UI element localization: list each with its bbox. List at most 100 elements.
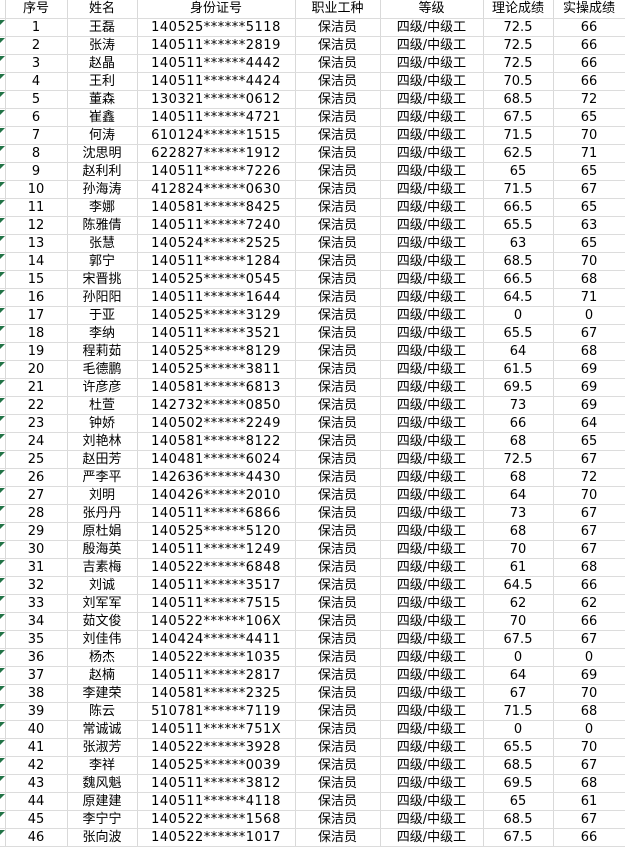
cell-level[interactable]: 四级/中级工 bbox=[380, 684, 484, 703]
cell-theory-score[interactable]: 68.5 bbox=[483, 756, 554, 775]
cell-name[interactable]: 李宁宁 bbox=[67, 810, 138, 829]
cell-level[interactable]: 四级/中级工 bbox=[380, 828, 484, 847]
cell-seq[interactable]: 13 bbox=[5, 234, 68, 253]
cell-theory-score[interactable]: 65.5 bbox=[483, 324, 554, 343]
cell-name[interactable]: 李建荣 bbox=[67, 684, 138, 703]
cell-practical-score[interactable]: 69 bbox=[553, 396, 625, 415]
cell-level[interactable]: 四级/中级工 bbox=[380, 432, 484, 451]
cell-seq[interactable]: 11 bbox=[5, 198, 68, 217]
row-edge-cell[interactable] bbox=[0, 738, 6, 757]
cell-id-number[interactable]: 622827******1912 bbox=[137, 144, 296, 163]
cell-theory-score[interactable]: 73 bbox=[483, 504, 554, 523]
cell-practical-score[interactable]: 66 bbox=[553, 36, 625, 55]
cell-seq[interactable]: 32 bbox=[5, 576, 68, 595]
cell-practical-score[interactable]: 66 bbox=[553, 576, 625, 595]
cell-seq[interactable]: 20 bbox=[5, 360, 68, 379]
row-edge-cell[interactable] bbox=[0, 774, 6, 793]
row-edge-cell[interactable] bbox=[0, 432, 6, 451]
cell-seq[interactable]: 4 bbox=[5, 72, 68, 91]
cell-job-type[interactable]: 保洁员 bbox=[295, 306, 381, 325]
cell-name[interactable]: 张丹丹 bbox=[67, 504, 138, 523]
row-edge-cell[interactable] bbox=[0, 126, 6, 145]
cell-practical-score[interactable]: 68 bbox=[553, 558, 625, 577]
cell-job-type[interactable]: 保洁员 bbox=[295, 432, 381, 451]
cell-id-number[interactable]: 140522******106X bbox=[137, 612, 296, 631]
cell-practical-score[interactable]: 71 bbox=[553, 144, 625, 163]
cell-name[interactable]: 沈思明 bbox=[67, 144, 138, 163]
cell-seq[interactable]: 5 bbox=[5, 90, 68, 109]
cell-job-type[interactable]: 保洁员 bbox=[295, 396, 381, 415]
cell-name[interactable]: 赵田芳 bbox=[67, 450, 138, 469]
cell-level[interactable]: 四级/中级工 bbox=[380, 144, 484, 163]
cell-practical-score[interactable]: 66 bbox=[553, 72, 625, 91]
cell-job-type[interactable]: 保洁员 bbox=[295, 684, 381, 703]
header-theory-score[interactable]: 理论成绩 bbox=[483, 0, 554, 19]
cell-seq[interactable]: 34 bbox=[5, 612, 68, 631]
cell-practical-score[interactable]: 67 bbox=[553, 324, 625, 343]
cell-theory-score[interactable]: 73 bbox=[483, 396, 554, 415]
header-seq[interactable]: 序号 bbox=[5, 0, 68, 19]
cell-theory-score[interactable]: 70 bbox=[483, 540, 554, 559]
cell-id-number[interactable]: 510781******7119 bbox=[137, 702, 296, 721]
cell-seq[interactable]: 45 bbox=[5, 810, 68, 829]
cell-name[interactable]: 常诚诚 bbox=[67, 720, 138, 739]
cell-job-type[interactable]: 保洁员 bbox=[295, 558, 381, 577]
cell-theory-score[interactable]: 68.5 bbox=[483, 252, 554, 271]
cell-practical-score[interactable]: 64 bbox=[553, 414, 625, 433]
cell-job-type[interactable]: 保洁员 bbox=[295, 198, 381, 217]
cell-theory-score[interactable]: 66 bbox=[483, 414, 554, 433]
cell-level[interactable]: 四级/中级工 bbox=[380, 378, 484, 397]
cell-id-number[interactable]: 140511******2817 bbox=[137, 666, 296, 685]
cell-name[interactable]: 赵楠 bbox=[67, 666, 138, 685]
cell-name[interactable]: 陈云 bbox=[67, 702, 138, 721]
cell-theory-score[interactable]: 62 bbox=[483, 594, 554, 613]
cell-theory-score[interactable]: 64.5 bbox=[483, 288, 554, 307]
cell-id-number[interactable]: 610124******1515 bbox=[137, 126, 296, 145]
cell-name[interactable]: 刘艳林 bbox=[67, 432, 138, 451]
cell-job-type[interactable]: 保洁员 bbox=[295, 810, 381, 829]
cell-level[interactable]: 四级/中级工 bbox=[380, 36, 484, 55]
cell-seq[interactable]: 37 bbox=[5, 666, 68, 685]
row-edge-cell[interactable] bbox=[0, 648, 6, 667]
cell-id-number[interactable]: 140525******3811 bbox=[137, 360, 296, 379]
cell-job-type[interactable]: 保洁员 bbox=[295, 666, 381, 685]
cell-name[interactable]: 程莉茹 bbox=[67, 342, 138, 361]
cell-id-number[interactable]: 140511******4442 bbox=[137, 54, 296, 73]
cell-name[interactable]: 刘军军 bbox=[67, 594, 138, 613]
cell-level[interactable]: 四级/中级工 bbox=[380, 612, 484, 631]
cell-job-type[interactable]: 保洁员 bbox=[295, 108, 381, 127]
cell-theory-score[interactable]: 72.5 bbox=[483, 36, 554, 55]
cell-seq[interactable]: 21 bbox=[5, 378, 68, 397]
cell-level[interactable]: 四级/中级工 bbox=[380, 234, 484, 253]
cell-name[interactable]: 吉素梅 bbox=[67, 558, 138, 577]
cell-level[interactable]: 四级/中级工 bbox=[380, 360, 484, 379]
row-edge-cell[interactable] bbox=[0, 108, 6, 127]
cell-theory-score[interactable]: 64.5 bbox=[483, 576, 554, 595]
cell-theory-score[interactable]: 67.5 bbox=[483, 108, 554, 127]
cell-job-type[interactable]: 保洁员 bbox=[295, 468, 381, 487]
cell-seq[interactable]: 14 bbox=[5, 252, 68, 271]
cell-theory-score[interactable]: 65.5 bbox=[483, 738, 554, 757]
cell-seq[interactable]: 41 bbox=[5, 738, 68, 757]
row-edge-cell[interactable] bbox=[0, 558, 6, 577]
cell-id-number[interactable]: 140511******1284 bbox=[137, 252, 296, 271]
cell-job-type[interactable]: 保洁员 bbox=[295, 504, 381, 523]
cell-job-type[interactable]: 保洁员 bbox=[295, 180, 381, 199]
cell-practical-score[interactable]: 68 bbox=[553, 702, 625, 721]
cell-job-type[interactable]: 保洁员 bbox=[295, 324, 381, 343]
header-id-number[interactable]: 身份证号 bbox=[137, 0, 296, 19]
cell-level[interactable]: 四级/中级工 bbox=[380, 666, 484, 685]
cell-practical-score[interactable]: 68 bbox=[553, 270, 625, 289]
cell-id-number[interactable]: 140522******1035 bbox=[137, 648, 296, 667]
cell-id-number[interactable]: 130321******0612 bbox=[137, 90, 296, 109]
cell-theory-score[interactable]: 69.5 bbox=[483, 378, 554, 397]
row-edge-cell[interactable] bbox=[0, 36, 6, 55]
cell-seq[interactable]: 29 bbox=[5, 522, 68, 541]
cell-id-number[interactable]: 140525******0039 bbox=[137, 756, 296, 775]
cell-name[interactable]: 赵利利 bbox=[67, 162, 138, 181]
cell-theory-score[interactable]: 0 bbox=[483, 306, 554, 325]
cell-seq[interactable]: 33 bbox=[5, 594, 68, 613]
cell-job-type[interactable]: 保洁员 bbox=[295, 144, 381, 163]
row-edge-cell[interactable] bbox=[0, 576, 6, 595]
cell-id-number[interactable]: 140424******4411 bbox=[137, 630, 296, 649]
